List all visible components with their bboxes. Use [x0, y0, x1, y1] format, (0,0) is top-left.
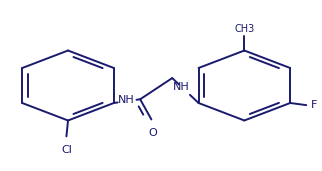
Text: O: O	[149, 128, 157, 138]
Text: NH: NH	[173, 82, 189, 92]
Text: F: F	[311, 100, 317, 110]
Text: NH: NH	[118, 95, 135, 105]
Text: Cl: Cl	[61, 145, 72, 155]
Text: CH3: CH3	[234, 24, 254, 34]
